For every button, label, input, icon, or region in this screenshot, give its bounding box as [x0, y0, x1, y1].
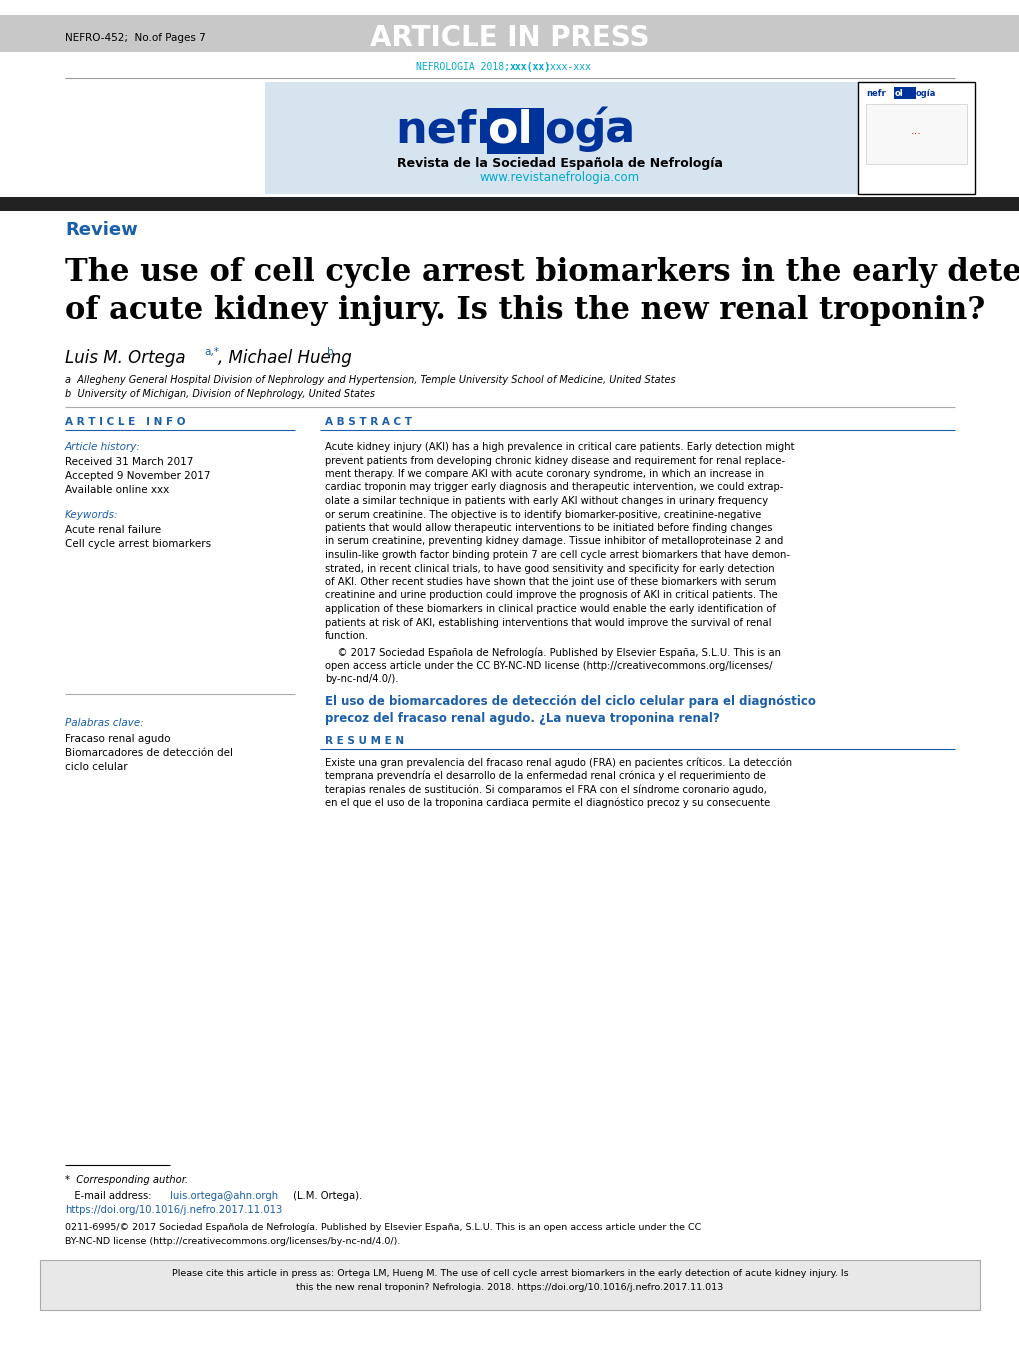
- Text: Cell cycle arrest biomarkers: Cell cycle arrest biomarkers: [65, 539, 211, 549]
- Bar: [893, 86, 915, 99]
- Text: insulin-like growth factor binding protein 7 are cell cycle arrest biomarkers th: insulin-like growth factor binding prote…: [325, 550, 790, 561]
- Text: ogía: ogía: [915, 89, 935, 97]
- Text: nefr: nefr: [394, 108, 497, 151]
- Text: strated, in recent clinical trials, to have good sensitivity and specificity for: strated, in recent clinical trials, to h…: [325, 563, 773, 574]
- Text: en el que el uso de la troponina cardiaca permite el diagnóstico precoz y su con: en el que el uso de la troponina cardiac…: [325, 797, 769, 808]
- Text: precoz del fracaso renal agudo. ¿La nueva troponina renal?: precoz del fracaso renal agudo. ¿La nuev…: [325, 712, 719, 725]
- Text: Keywords:: Keywords:: [65, 509, 118, 520]
- Text: nefr: nefr: [865, 89, 884, 97]
- Text: prevent patients from developing chronic kidney disease and requirement for rena: prevent patients from developing chronic…: [325, 455, 785, 466]
- Text: patients at risk of AKI, establishing interventions that would improve the survi: patients at risk of AKI, establishing in…: [325, 617, 770, 627]
- Text: ol: ol: [894, 89, 903, 97]
- Text: ARTICLE IN PRESS: ARTICLE IN PRESS: [370, 24, 649, 51]
- Text: Accepted 9 November 2017: Accepted 9 November 2017: [65, 471, 210, 481]
- Text: , Michael Hueng: , Michael Hueng: [218, 349, 352, 367]
- Text: luis.ortega@ahn.orgh: luis.ortega@ahn.orgh: [170, 1192, 278, 1201]
- Text: terapias renales de sustitución. Si comparamos el FRA con el síndrome coronario : terapias renales de sustitución. Si comp…: [325, 784, 766, 794]
- Text: A B S T R A C T: A B S T R A C T: [325, 417, 412, 427]
- Text: Available online xxx: Available online xxx: [65, 485, 169, 494]
- Text: patients that would allow therapeutic interventions to be initiated before findi: patients that would allow therapeutic in…: [325, 523, 771, 534]
- Text: NEFROLOGIA 2018;: NEFROLOGIA 2018;: [416, 62, 510, 72]
- Text: Review: Review: [65, 222, 138, 239]
- Bar: [0, 15, 1019, 51]
- Text: in serum creatinine, preventing kidney damage. Tissue inhibitor of metalloprotei: in serum creatinine, preventing kidney d…: [325, 536, 783, 547]
- Text: NEFRO-452;  No.of Pages 7: NEFRO-452; No.of Pages 7: [65, 32, 206, 43]
- Text: 0211-6995/© 2017 Sociedad Española de Nefrología. Published by Elsevier España, : 0211-6995/© 2017 Sociedad Española de Ne…: [65, 1224, 701, 1232]
- Text: *  Corresponding author.: * Corresponding author.: [65, 1175, 187, 1185]
- Text: Acute kidney injury (AKI) has a high prevalence in critical care patients. Early: Acute kidney injury (AKI) has a high pre…: [325, 442, 794, 453]
- Text: a  Allegheny General Hospital Division of Nephrology and Hypertension, Temple Un: a Allegheny General Hospital Division of…: [65, 376, 675, 385]
- Text: olate a similar technique in patients with early AKI without changes in urinary : olate a similar technique in patients wi…: [325, 496, 767, 507]
- Text: xxx(xx): xxx(xx): [510, 62, 550, 72]
- Bar: [0, 197, 1019, 211]
- Text: (L.M. Ortega).: (L.M. Ortega).: [289, 1192, 362, 1201]
- Text: E-mail address:: E-mail address:: [65, 1192, 155, 1201]
- Text: The use of cell cycle arrest biomarkers in the early detection: The use of cell cycle arrest biomarkers …: [65, 257, 1019, 288]
- Text: by-nc-nd/4.0/).: by-nc-nd/4.0/).: [325, 674, 398, 685]
- Text: Palabras clave:: Palabras clave:: [65, 719, 144, 728]
- Bar: [865, 104, 966, 163]
- Text: ···: ···: [910, 128, 920, 139]
- Text: © 2017 Sociedad Española de Nefrología. Published by Elsevier España, S.L.U. Thi: © 2017 Sociedad Española de Nefrología. …: [325, 647, 781, 658]
- Text: Acute renal failure: Acute renal failure: [65, 526, 161, 535]
- Text: www.revistanefrologia.com: www.revistanefrologia.com: [480, 172, 640, 185]
- Text: ment therapy. If we compare AKI with acute coronary syndrome, in which an increa: ment therapy. If we compare AKI with acu…: [325, 469, 763, 480]
- Text: Fracaso renal agudo: Fracaso renal agudo: [65, 734, 170, 743]
- Text: b  University of Michigan, Division of Nephrology, United States: b University of Michigan, Division of Ne…: [65, 389, 375, 399]
- Text: El uso de biomarcadores de detección del ciclo celular para el diagnóstico: El uso de biomarcadores de detección del…: [325, 694, 815, 708]
- Bar: [857, 82, 974, 195]
- Bar: [486, 108, 543, 154]
- Text: Article history:: Article history:: [65, 442, 141, 453]
- Bar: [40, 1260, 979, 1310]
- Text: ía: ía: [589, 108, 635, 151]
- Text: a,*: a,*: [204, 347, 219, 357]
- Text: creatinine and urine production could improve the prognosis of AKI in critical p: creatinine and urine production could im…: [325, 590, 777, 600]
- Text: open access article under the CC BY-NC-ND license (http://creativecommons.org/li: open access article under the CC BY-NC-N…: [325, 661, 771, 671]
- Text: ciclo celular: ciclo celular: [65, 762, 127, 771]
- Text: temprana prevendría el desarrollo de la enfermedad renal crónica y el requerimie: temprana prevendría el desarrollo de la …: [325, 771, 765, 781]
- Text: https://doi.org/10.1016/j.nefro.2017.11.013: https://doi.org/10.1016/j.nefro.2017.11.…: [65, 1205, 282, 1215]
- Text: Received 31 March 2017: Received 31 March 2017: [65, 457, 194, 467]
- Text: of acute kidney injury. Is this the new renal troponin?: of acute kidney injury. Is this the new …: [65, 295, 984, 326]
- Text: this the new renal troponin? Nefrologia. 2018. https://doi.org/10.1016/j.nefro.2: this the new renal troponin? Nefrologia.…: [297, 1283, 722, 1293]
- Text: :xxx-xxx: :xxx-xxx: [544, 62, 591, 72]
- Bar: [265, 82, 859, 195]
- Text: Existe una gran prevalencia del fracaso renal agudo (FRA) en pacientes críticos.: Existe una gran prevalencia del fracaso …: [325, 758, 792, 767]
- Text: R E S U M E N: R E S U M E N: [325, 735, 404, 746]
- Text: Biomarcadores de detección del: Biomarcadores de detección del: [65, 747, 232, 758]
- Text: function.: function.: [325, 631, 369, 640]
- Text: of AKI. Other recent studies have shown that the joint use of these biomarkers w: of AKI. Other recent studies have shown …: [325, 577, 775, 586]
- Text: og: og: [543, 108, 605, 151]
- Text: ol: ol: [486, 108, 532, 151]
- Text: BY-NC-ND license (http://creativecommons.org/licenses/by-nc-nd/4.0/).: BY-NC-ND license (http://creativecommons…: [65, 1236, 400, 1246]
- Text: A R T I C L E   I N F O: A R T I C L E I N F O: [65, 417, 185, 427]
- Text: application of these biomarkers in clinical practice would enable the early iden: application of these biomarkers in clini…: [325, 604, 775, 613]
- Text: or serum creatinine. The objective is to identify biomarker-positive, creatinine: or serum creatinine. The objective is to…: [325, 509, 760, 520]
- Text: Revista de la Sociedad Española de Nefrología: Revista de la Sociedad Española de Nefro…: [396, 157, 722, 169]
- Text: Luis M. Ortega: Luis M. Ortega: [65, 349, 191, 367]
- Text: b: b: [327, 347, 333, 357]
- Text: cardiac troponin may trigger early diagnosis and therapeutic intervention, we co: cardiac troponin may trigger early diagn…: [325, 482, 783, 493]
- Text: Please cite this article in press as: Ortega LM, Hueng M. The use of cell cycle : Please cite this article in press as: Or…: [171, 1270, 848, 1278]
